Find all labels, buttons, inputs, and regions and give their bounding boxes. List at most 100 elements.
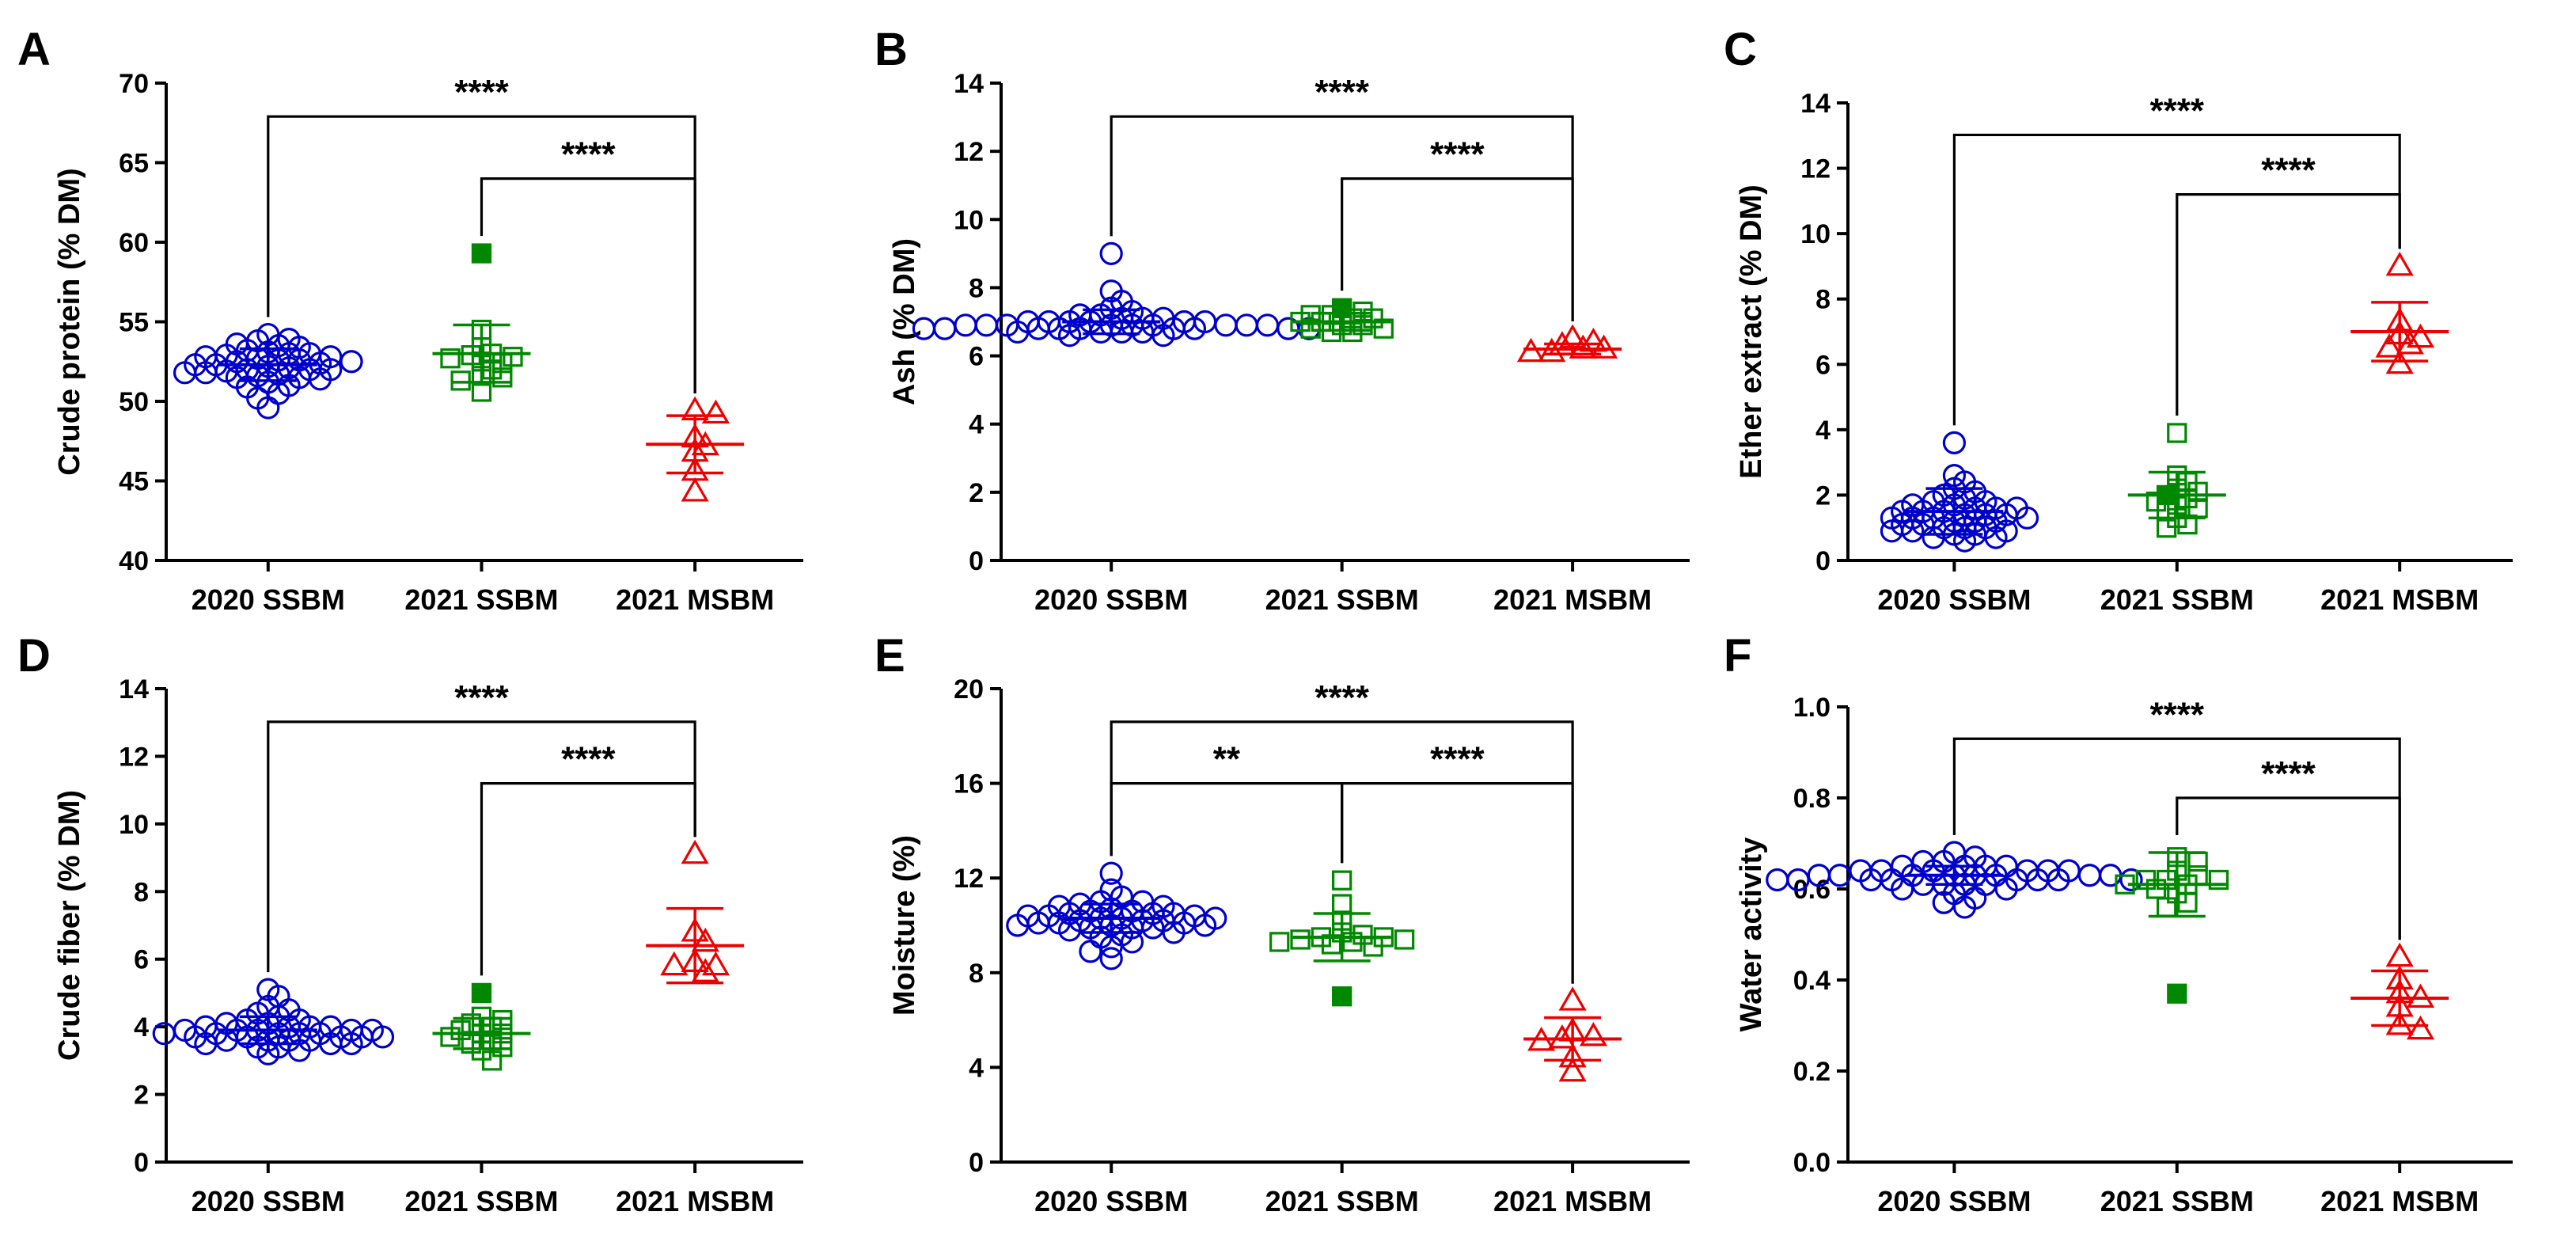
data-point-circle [2057, 859, 2081, 883]
data-point-square [492, 1009, 513, 1031]
data-point-square [1331, 870, 1352, 891]
data-point-square [1290, 929, 1311, 950]
data-point-square [1269, 932, 1290, 952]
data-point-square [471, 243, 492, 264]
data-point-circle [1047, 894, 1072, 918]
data-point-circle [1766, 868, 1789, 892]
significance-label: **** [2150, 695, 2205, 734]
significance-label: **** [1430, 135, 1485, 174]
y-tick-label: 45 [119, 467, 149, 497]
data-point-circle [1891, 854, 1914, 878]
data-point-circle [1131, 890, 1155, 913]
data-point-square [492, 367, 513, 388]
significance-label: **** [1315, 678, 1369, 717]
x-tick-label: 2021 MSBM [616, 1185, 774, 1217]
y-tick-label: 0.2 [1793, 1057, 1831, 1087]
data-point-square [2208, 869, 2229, 891]
data-point-triangle [2385, 1010, 2414, 1035]
data-point-circle [1952, 529, 1977, 553]
y-tick-label: 16 [954, 769, 984, 800]
data-point-square [1394, 929, 1415, 950]
y-tick-label: 55 [119, 308, 149, 338]
y-tick-label: 0 [1815, 546, 1831, 576]
x-tick-label: 2021 MSBM [2320, 583, 2479, 616]
data-point-circle [1057, 324, 1082, 348]
y-tick-label: 8 [969, 273, 984, 303]
data-point-triangle [1548, 1024, 1576, 1049]
y-tick-label: 60 [119, 228, 149, 258]
y-tick-label: 2 [1815, 480, 1831, 511]
data-point-square [2177, 892, 2198, 913]
significance-bracket [1341, 177, 1574, 322]
data-point-square [1352, 925, 1373, 945]
significance-bracket [2176, 796, 2401, 940]
significance-label: ** [1213, 740, 1241, 779]
data-point-circle [1963, 480, 1987, 503]
significance-label: **** [454, 678, 509, 717]
data-point-square [450, 1020, 471, 1041]
x-tick-label: 2021 MSBM [1493, 583, 1652, 616]
data-point-circle [933, 317, 957, 340]
data-point-square [1321, 934, 1342, 955]
data-point-triangle [681, 477, 709, 502]
x-tick-label: 2021 SSBM [1265, 1185, 1419, 1217]
y-tick-label: 0.4 [1793, 966, 1831, 996]
data-point-square [1331, 894, 1352, 914]
data-point-square [1363, 308, 1383, 329]
data-point-circle [246, 386, 270, 410]
y-tick-label: 6 [969, 342, 984, 372]
x-tick-label: 2021 MSBM [2320, 1185, 2479, 1217]
data-point-triangle [1558, 1057, 1587, 1082]
data-point-square [1300, 305, 1321, 325]
significance-bracket [2176, 193, 2401, 416]
data-point-circle [1068, 303, 1092, 327]
data-point-square [2145, 879, 2167, 899]
data-point-square [2167, 983, 2187, 1004]
x-tick-label: 2021 SSBM [2100, 583, 2254, 616]
data-point-square [1373, 318, 1394, 339]
y-tick-label: 4 [969, 410, 984, 440]
data-point-circle [1994, 877, 2018, 901]
y-tick-label: 50 [119, 387, 149, 417]
y-tick-label: 10 [954, 205, 984, 235]
data-point-square [1331, 986, 1352, 1007]
significance-bracket [1952, 133, 2401, 426]
data-point-square [2167, 423, 2187, 443]
data-point-circle [1942, 431, 1966, 454]
data-point-circle [152, 1022, 176, 1046]
data-point-circle [1193, 310, 1217, 334]
y-axis-label: Moisture (%) [888, 835, 921, 1016]
y-tick-label: 70 [119, 69, 149, 99]
significance-label: **** [2261, 754, 2316, 793]
data-point-triangle [701, 399, 730, 424]
y-axis-label: Crude protein (% DM) [53, 168, 86, 475]
data-point-circle [1151, 324, 1175, 348]
y-tick-label: 14 [119, 674, 149, 705]
y-tick-label: 6 [134, 945, 149, 975]
y-tick-label: 14 [1800, 89, 1831, 119]
data-point-triangle [691, 958, 719, 982]
data-point-triangle [1558, 986, 1587, 1011]
data-point-triangle [2385, 251, 2414, 276]
y-tick-label: 8 [1815, 285, 1831, 315]
y-tick-label: 12 [1800, 154, 1831, 184]
y-tick-label: 40 [119, 546, 149, 576]
data-point-circle [194, 1015, 218, 1039]
data-point-circle [912, 317, 935, 340]
panel-letter: D [17, 630, 51, 682]
y-tick-label: 4 [134, 1012, 149, 1043]
data-point-triangle [2406, 323, 2435, 348]
x-tick-label: 2021 SSBM [2100, 1185, 2254, 1217]
data-point-circle [1079, 899, 1102, 923]
data-point-square [1300, 318, 1321, 339]
panel-letter: C [1724, 24, 1757, 75]
data-point-circle [319, 358, 343, 382]
data-point-triangle [660, 951, 689, 976]
y-tick-label: 0 [134, 1148, 149, 1178]
data-point-triangle [2406, 1015, 2435, 1040]
significance-label: **** [1430, 740, 1485, 779]
data-point-circle [1006, 320, 1030, 344]
x-tick-label: 2020 SSBM [1877, 583, 2031, 616]
y-axis-label: Water activity [1735, 837, 1768, 1032]
